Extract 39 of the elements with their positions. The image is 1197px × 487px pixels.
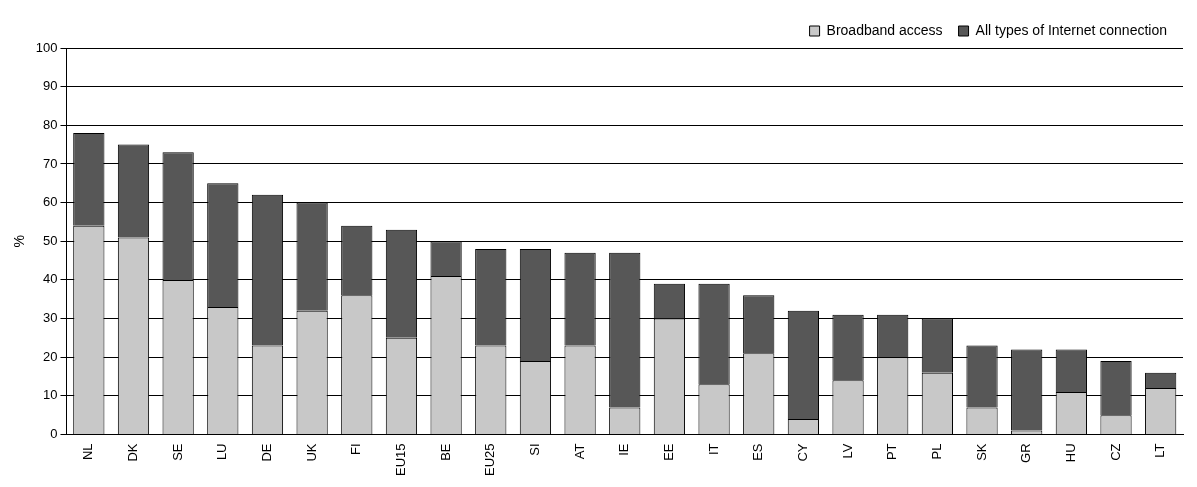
x-tick-label: EE	[660, 443, 676, 461]
x-tick-label: CZ	[1107, 443, 1123, 461]
x-tick-label: CY	[794, 443, 810, 462]
x-tick-label: IE	[616, 443, 632, 456]
x-tick-label: LV	[839, 443, 855, 459]
x-tick-label: ES	[750, 443, 766, 461]
x-tick-label: FI	[348, 443, 364, 456]
x-tick-label: LU	[214, 443, 230, 461]
x-tick-label: AT	[571, 443, 587, 460]
x-tick-label: EU15	[393, 443, 409, 477]
y-tick-label: 70	[43, 155, 58, 171]
y-tick-label: 0	[50, 426, 58, 442]
x-tick-label: LT	[1152, 443, 1168, 458]
y-tick-label: 60	[43, 194, 58, 210]
x-tick-label: HU	[1062, 443, 1078, 463]
y-axis-title: %	[11, 235, 28, 248]
y-tick-label: 90	[43, 78, 58, 94]
x-tick-label: GR	[1018, 443, 1034, 463]
y-tick-label: 100	[35, 39, 58, 55]
y-tick-label: 20	[43, 348, 58, 364]
y-tick-label: 30	[43, 310, 58, 326]
y-tick-label: 50	[43, 232, 58, 248]
legend-label: All types of Internet connection	[975, 21, 1168, 38]
legend-label: Broadband access	[826, 21, 943, 38]
x-tick-label: PT	[884, 443, 900, 461]
x-tick-label: NL	[80, 443, 96, 461]
x-tick-label: PL	[928, 443, 944, 460]
x-tick-label: DE	[259, 443, 275, 462]
x-tick-label: SE	[169, 443, 185, 461]
y-tick-label: 10	[43, 387, 58, 403]
x-tick-label: UK	[303, 443, 319, 462]
x-tick-label: SK	[973, 443, 989, 461]
y-tick-label: 40	[43, 271, 58, 287]
y-tick-label: 80	[43, 116, 58, 132]
x-tick-label: IT	[705, 443, 721, 456]
x-tick-label: EU25	[482, 443, 498, 477]
x-tick-label: DK	[125, 443, 141, 462]
x-tick-label: BE	[437, 443, 453, 461]
x-tick-label: SI	[527, 443, 542, 456]
